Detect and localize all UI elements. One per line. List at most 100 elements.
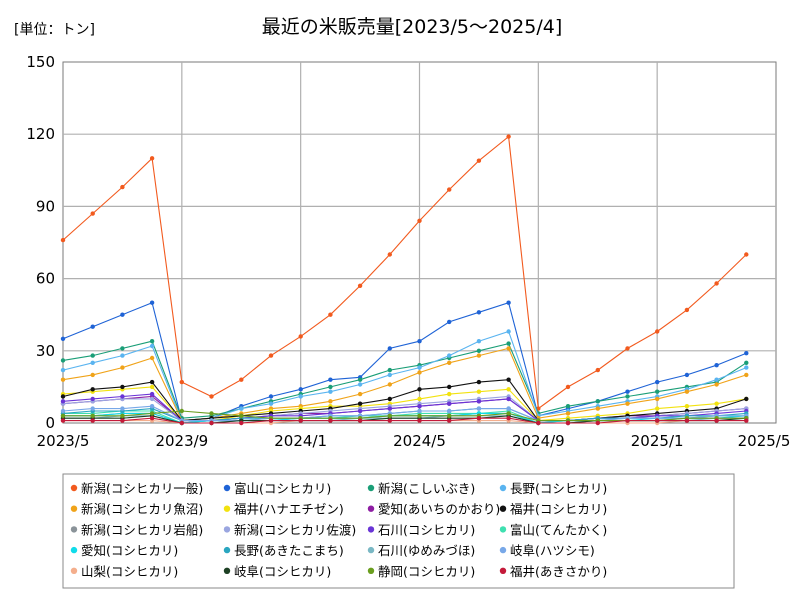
- data-point: [60, 418, 66, 423]
- data-point: [744, 360, 749, 365]
- data-point: [506, 346, 511, 351]
- x-tick-label: 2023/5: [37, 432, 90, 450]
- data-point: [447, 384, 452, 390]
- data-point: [387, 367, 392, 373]
- x-axis-tick-labels: 2023/5 2023/9 2024/1 2024/5 2024/9 2025/1 2025…: [37, 432, 791, 450]
- data-point: [209, 420, 214, 426]
- data-point: [149, 384, 155, 390]
- legend-item: 石川(コシヒカリ): [367, 522, 475, 537]
- legend-marker: [223, 505, 231, 512]
- legend-label: 愛知(コシヒカリ): [81, 543, 178, 558]
- data-point: [565, 420, 571, 426]
- series-1: [60, 134, 749, 411]
- legend-item: 石川(ゆめみづほ): [367, 543, 475, 558]
- legend-item: 岐阜(ハツシモ): [499, 543, 595, 558]
- legend-item: 富山(コシヒカリ): [223, 481, 331, 496]
- legend-label: 石川(ゆめみづほ): [378, 543, 475, 558]
- legend-marker: [367, 546, 375, 554]
- legend-item: 福井(ハナエチゼン): [223, 502, 344, 517]
- legend-item: 新潟(こしいぶき): [367, 481, 475, 496]
- data-point: [595, 406, 600, 411]
- legend-item: 新潟(コシヒカリ佐渡): [223, 522, 356, 537]
- data-point: [149, 404, 155, 409]
- legend-item: 岐阜(コシヒカリ): [223, 564, 331, 579]
- data-point: [417, 370, 422, 375]
- series-lines: [60, 134, 749, 426]
- data-point: [506, 416, 511, 421]
- data-point: [476, 158, 482, 163]
- data-point: [328, 418, 333, 423]
- data-point: [60, 358, 66, 363]
- data-point: [744, 365, 749, 370]
- legend-label: 長野(コシヒカリ): [510, 481, 607, 496]
- data-point: [149, 379, 155, 385]
- x-tick-label: 2024/5: [393, 432, 446, 450]
- data-point: [476, 379, 482, 385]
- data-point: [565, 411, 571, 416]
- data-point: [506, 300, 511, 305]
- data-point: [149, 339, 155, 344]
- legend-label: 新潟(コシヒカリ佐渡): [234, 522, 356, 537]
- data-point: [120, 353, 125, 358]
- data-point: [209, 394, 214, 399]
- y-tick-label: 0: [45, 414, 55, 432]
- legend-label: 新潟(コシヒカリ魚沼): [81, 502, 203, 517]
- legend-label: 長野(あきたこまち): [234, 543, 344, 558]
- data-point: [744, 372, 749, 378]
- legend-marker: [499, 484, 507, 492]
- data-point: [417, 365, 422, 370]
- data-point: [447, 187, 452, 192]
- legend-label: 富山(てんたかく): [510, 522, 607, 537]
- series-line: [62, 135, 747, 410]
- legend-marker: [223, 526, 231, 533]
- data-point: [268, 418, 274, 423]
- legend-marker: [70, 546, 78, 554]
- data-point: [298, 334, 303, 339]
- data-point: [328, 377, 333, 382]
- series-line: [63, 417, 747, 424]
- series-line: [62, 340, 747, 419]
- data-point: [655, 389, 660, 394]
- data-point: [655, 418, 660, 423]
- legend-marker: [223, 546, 231, 554]
- data-point: [476, 389, 482, 394]
- data-point: [387, 382, 392, 387]
- data-point: [149, 416, 155, 421]
- data-point: [239, 413, 244, 418]
- legend-label: 静岡(コシヒカリ): [378, 564, 475, 579]
- data-point: [387, 396, 392, 402]
- legend-label: 山梨(コシヒカリ): [81, 564, 178, 579]
- data-point: [447, 418, 452, 423]
- data-point: [60, 399, 66, 404]
- data-point: [357, 377, 363, 382]
- data-point: [90, 324, 95, 329]
- data-point: [714, 382, 719, 387]
- chart-title: 最近の米販売量[2023/5～2025/4]: [262, 16, 563, 38]
- data-point: [298, 418, 303, 423]
- series-line: [62, 405, 747, 422]
- data-point: [387, 372, 392, 378]
- data-point: [120, 418, 125, 423]
- data-point: [298, 394, 303, 399]
- data-point: [179, 408, 184, 414]
- data-point: [506, 387, 511, 392]
- data-point: [120, 346, 125, 351]
- legend-marker: [70, 484, 78, 492]
- legend-label: 新潟(コシヒカリ一般): [81, 481, 203, 496]
- legend-label: 福井(ハナエチゼン): [234, 502, 344, 517]
- data-point: [90, 360, 95, 365]
- data-point: [268, 394, 274, 399]
- data-point: [120, 184, 125, 190]
- data-point: [684, 404, 690, 409]
- data-point: [328, 399, 333, 404]
- data-point: [417, 413, 422, 418]
- data-point: [90, 418, 95, 423]
- data-point: [447, 319, 452, 325]
- series-4: [60, 329, 749, 423]
- legend-marker: [223, 567, 231, 574]
- data-point: [506, 341, 511, 346]
- data-point: [655, 406, 660, 411]
- data-point: [417, 387, 422, 392]
- legend-item: 長野(あきたこまち): [223, 543, 344, 558]
- data-point: [447, 413, 452, 418]
